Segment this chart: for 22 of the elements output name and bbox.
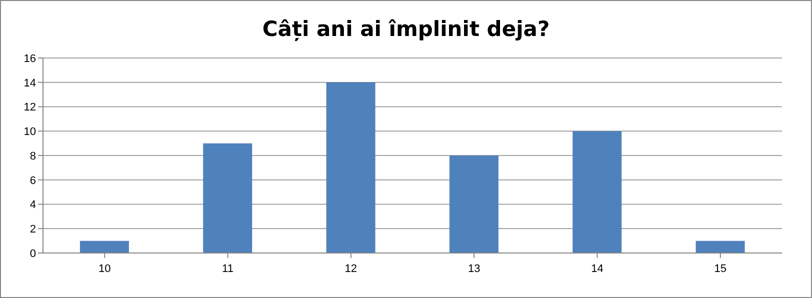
y-tick-label: 0 bbox=[30, 248, 36, 260]
x-tick-label: 13 bbox=[468, 262, 480, 275]
x-tick-label: 14 bbox=[591, 262, 604, 275]
bar bbox=[449, 156, 498, 253]
y-tick-label: 8 bbox=[30, 150, 36, 162]
y-tick-label: 16 bbox=[24, 52, 36, 65]
x-tick-label: 12 bbox=[344, 262, 358, 275]
chart-title: Câți ani ai împlinit deja? bbox=[261, 17, 551, 41]
y-tick-label: 2 bbox=[30, 224, 36, 236]
y-tick-label: 10 bbox=[24, 126, 36, 138]
y-tick-label: 14 bbox=[24, 77, 36, 90]
bar bbox=[80, 240, 129, 253]
y-tick-label: 6 bbox=[30, 174, 36, 187]
bar bbox=[203, 143, 252, 253]
x-tick-label: 10 bbox=[98, 262, 111, 275]
bar bbox=[326, 82, 376, 253]
y-tick-label: 12 bbox=[24, 102, 36, 114]
y-tick-label: 4 bbox=[30, 199, 36, 212]
bar bbox=[696, 240, 745, 253]
x-tick-label: 15 bbox=[714, 262, 727, 275]
x-tick-label: 11 bbox=[222, 262, 234, 275]
bar bbox=[572, 131, 622, 253]
